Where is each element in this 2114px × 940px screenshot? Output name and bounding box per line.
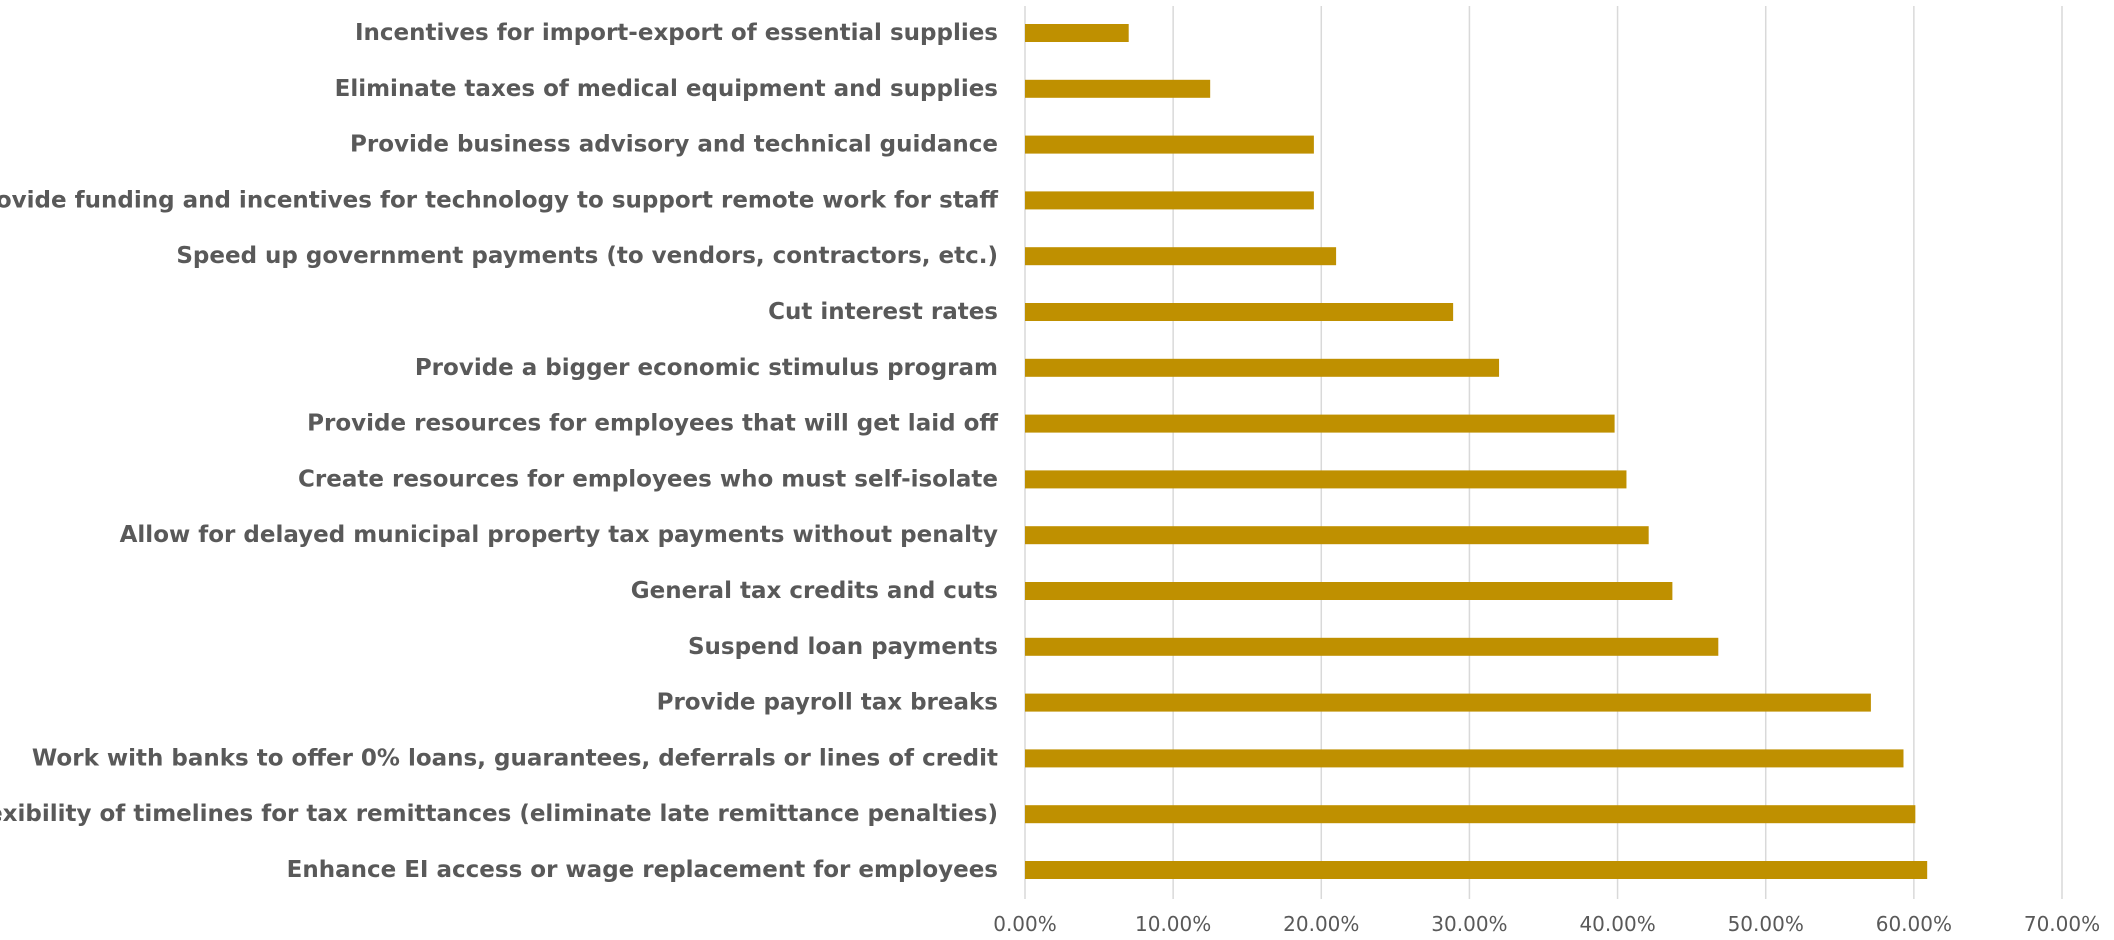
bar: [1025, 470, 1627, 489]
category-label: Work with banks to offer 0% loans, guara…: [32, 745, 998, 771]
category-labels: Incentives for import-export of essentia…: [0, 20, 998, 883]
category-label: Create resources for employees who must …: [298, 466, 998, 492]
bar: [1025, 358, 1500, 377]
x-tick-label: 50.00%: [1728, 912, 1804, 936]
bar: [1025, 303, 1454, 321]
category-label: Provide business advisory and technical …: [350, 132, 998, 158]
category-label: Suspend loan payments: [688, 634, 998, 660]
bar: [1025, 191, 1314, 210]
category-label: Allow for delayed municipal property tax…: [120, 522, 998, 548]
bars: [1025, 24, 1928, 879]
bar: [1025, 79, 1211, 98]
category-label: Provide payroll tax breaks: [657, 690, 998, 716]
gridlines: [1024, 6, 2063, 899]
x-tick-label: 10.00%: [1135, 912, 1211, 936]
bar: [1025, 526, 1649, 545]
category-label: Incentives for import-export of essentia…: [355, 20, 998, 46]
x-tick-label: 20.00%: [1283, 912, 1359, 936]
bar: [1025, 693, 1871, 712]
bar: [1025, 637, 1719, 656]
x-tick-label: 0.00%: [993, 912, 1057, 936]
bar: [1025, 135, 1314, 154]
bar: [1025, 582, 1673, 600]
bar: [1025, 805, 1916, 824]
bar: [1025, 24, 1129, 42]
category-label: Provide funding and incentives for techn…: [0, 187, 998, 213]
category-label: Eliminate taxes of medical equipment and…: [335, 76, 998, 102]
category-label: Provide a bigger economic stimulus progr…: [415, 355, 998, 381]
category-label: General tax credits and cuts: [631, 578, 998, 604]
x-tick-label: 40.00%: [1579, 912, 1655, 936]
bar: [1025, 247, 1337, 266]
category-label: Provide resources for employees that wil…: [307, 411, 998, 437]
x-tick-label: 60.00%: [1876, 912, 1952, 936]
x-axis-tick-labels: 0.00% 10.00% 20.00% 30.00% 40.00% 50.00% 60.00…: [993, 912, 2100, 936]
category-label: Speed up government payments (to vendors…: [176, 243, 998, 269]
x-tick-label: 70.00%: [2024, 912, 2100, 936]
bar: [1025, 414, 1615, 433]
category-label: Cut interest rates: [768, 299, 998, 325]
category-label: Enhance EI access or wage replacement fo…: [287, 857, 998, 883]
bar: [1025, 861, 1928, 879]
x-tick-label: 30.00%: [1431, 912, 1507, 936]
bar: [1025, 749, 1904, 768]
category-label: More flexibility of timelines for tax re…: [0, 801, 998, 827]
